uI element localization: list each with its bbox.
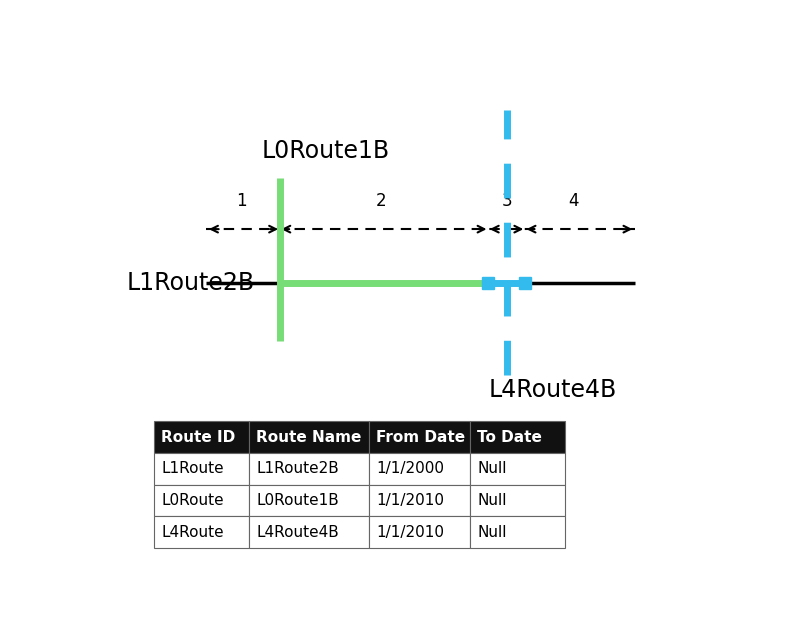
Bar	[154, 485, 249, 516]
Text: L1Route: L1Route	[161, 461, 224, 477]
Bar	[154, 453, 249, 485]
Text: Route Name: Route Name	[256, 430, 361, 445]
Text: 3: 3	[501, 191, 512, 210]
Text: Null: Null	[477, 461, 506, 477]
Text: L4Route4B: L4Route4B	[256, 525, 339, 540]
Text: L1Route2B: L1Route2B	[256, 461, 339, 477]
Text: 1/1/2010: 1/1/2010	[376, 493, 444, 508]
Bar	[249, 422, 369, 453]
Text: To Date: To Date	[477, 430, 542, 445]
Text: L0Route1B: L0Route1B	[256, 493, 339, 508]
Text: 1: 1	[237, 191, 247, 210]
Bar	[249, 453, 369, 485]
Bar	[249, 485, 369, 516]
Bar	[470, 422, 565, 453]
Bar	[154, 516, 249, 548]
Text: 4: 4	[569, 191, 579, 210]
Bar	[369, 485, 470, 516]
Bar	[369, 516, 470, 548]
Text: Null: Null	[477, 525, 506, 540]
Text: From Date: From Date	[376, 430, 465, 445]
Bar	[154, 422, 249, 453]
Text: L0Route: L0Route	[161, 493, 224, 508]
Text: L4Route4B: L4Route4B	[488, 378, 616, 402]
Text: L0Route1B: L0Route1B	[261, 139, 389, 163]
Text: L1Route2B: L1Route2B	[127, 270, 255, 295]
Text: Null: Null	[477, 493, 506, 508]
Bar	[470, 453, 565, 485]
Text: 1/1/2000: 1/1/2000	[376, 461, 444, 477]
Bar	[470, 516, 565, 548]
Text: L4Route: L4Route	[161, 525, 224, 540]
Bar	[369, 453, 470, 485]
Text: 2: 2	[376, 191, 386, 210]
Bar	[369, 422, 470, 453]
Bar	[470, 485, 565, 516]
Text: 1/1/2010: 1/1/2010	[376, 525, 444, 540]
Bar	[249, 516, 369, 548]
Text: Route ID: Route ID	[161, 430, 236, 445]
